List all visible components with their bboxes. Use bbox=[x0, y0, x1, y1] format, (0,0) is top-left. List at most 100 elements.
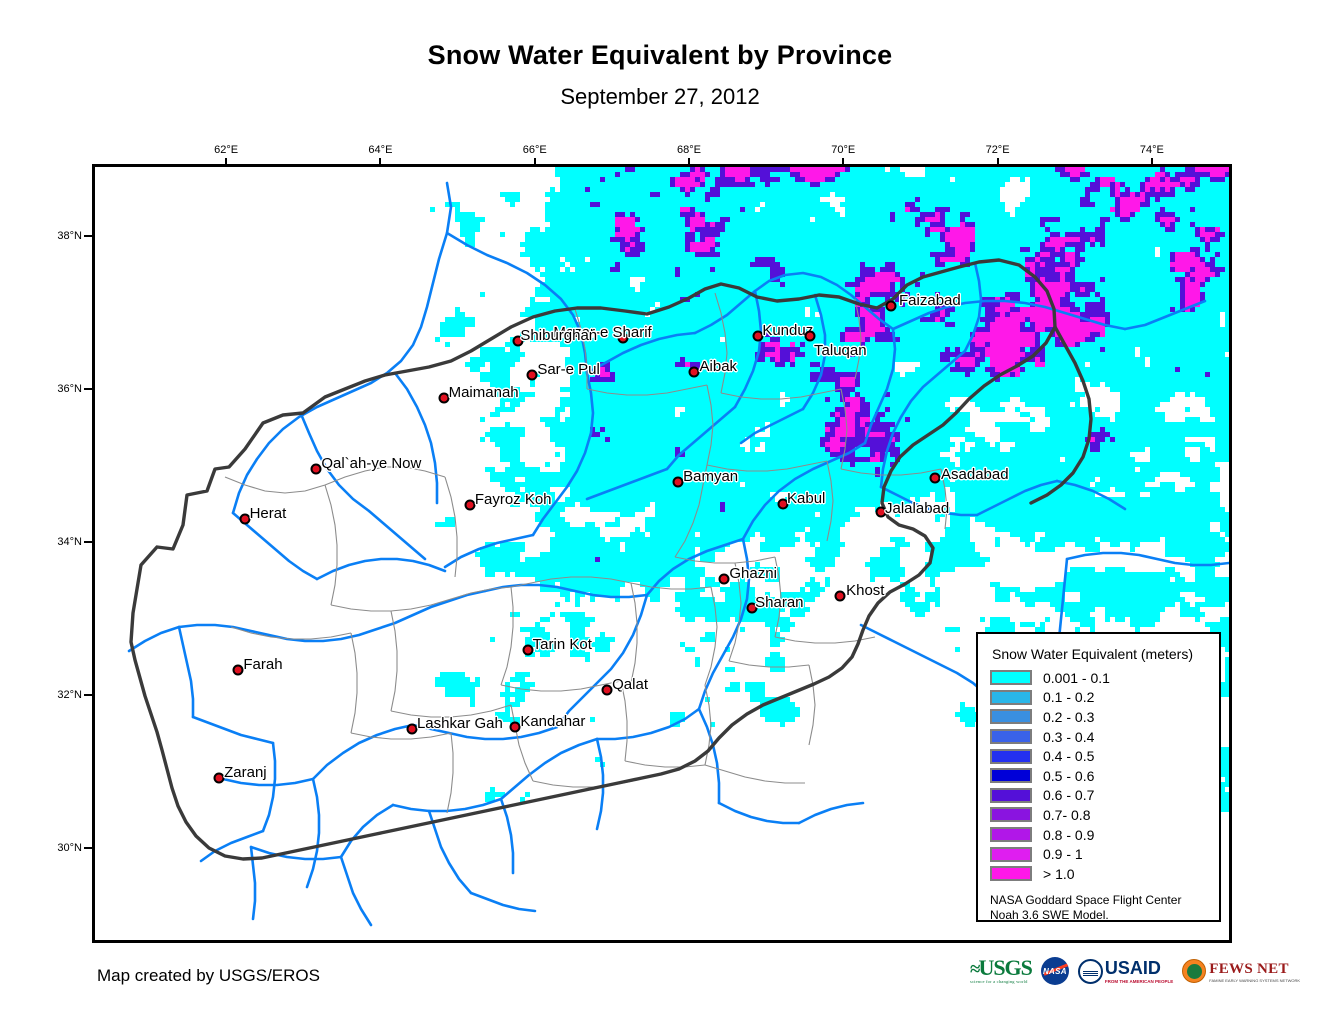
city-marker-qalat[interactable] bbox=[601, 684, 613, 696]
legend-box: Snow Water Equivalent (meters) 0.001 - 0… bbox=[976, 632, 1221, 922]
city-marker-fayroz-koh[interactable] bbox=[464, 499, 476, 511]
lat-label-38: 38°N bbox=[57, 229, 82, 242]
legend-swatch bbox=[990, 729, 1032, 745]
fews-net-logo: FEWS NET FAMINE EARLY WARNING SYSTEMS NE… bbox=[1182, 959, 1300, 983]
lon-tick-74 bbox=[1150, 158, 1153, 165]
legend-label: 0.9 - 1 bbox=[1043, 846, 1083, 863]
lon-tick-66 bbox=[533, 158, 536, 165]
fews-tagline: FAMINE EARLY WARNING SYSTEMS NETWORK bbox=[1209, 977, 1301, 983]
legend-label: 0.1 - 0.2 bbox=[1043, 689, 1095, 706]
legend-row: 0.3 - 0.4 bbox=[990, 727, 1209, 747]
page-subtitle: September 27, 2012 bbox=[560, 84, 760, 109]
legend-label: 0.001 - 0.1 bbox=[1043, 669, 1110, 686]
city-marker-shiburghan[interactable] bbox=[512, 335, 524, 347]
city-marker-qal-ah-ye-now[interactable] bbox=[310, 463, 322, 475]
legend-label: > 1.0 bbox=[1043, 865, 1075, 882]
lon-label-72: 72°E bbox=[985, 144, 1010, 156]
legend-label: 0.2 - 0.3 bbox=[1043, 708, 1095, 725]
nasa-logo: NASA bbox=[1040, 957, 1069, 985]
map-frame[interactable]: Faizabad Kunduz Taluqan Mazar-e Sharif Shibu… bbox=[92, 164, 1232, 943]
city-marker-kunduz[interactable] bbox=[752, 330, 764, 342]
legend-source-line1: NASA Goddard Space Flight Center bbox=[990, 892, 1182, 907]
city-marker-faizabad[interactable] bbox=[885, 300, 897, 312]
lat-tick-32 bbox=[84, 694, 92, 697]
legend-label: 0.3 - 0.4 bbox=[1043, 728, 1095, 745]
lon-label-70: 70°E bbox=[831, 144, 856, 156]
legend-label: 0.7- 0.8 bbox=[1043, 806, 1091, 823]
legend-title: Snow Water Equivalent (meters) bbox=[992, 646, 1193, 662]
page-title: Snow Water Equivalent by Province bbox=[427, 40, 893, 70]
usgs-wave-icon: ≈ bbox=[970, 959, 981, 981]
lon-tick-62 bbox=[225, 158, 228, 165]
snow-cells-high bbox=[600, 167, 1229, 462]
city-marker-taluqan[interactable] bbox=[804, 330, 816, 342]
lat-label-32: 32°N bbox=[57, 689, 82, 702]
lon-label-62: 62°E bbox=[214, 144, 239, 156]
lat-tick-38 bbox=[84, 234, 92, 237]
legend-label: 0.4 - 0.5 bbox=[1043, 748, 1095, 765]
legend-swatch bbox=[990, 866, 1032, 882]
legend-row: 0.5 - 0.6 bbox=[990, 766, 1209, 786]
lat-label-36: 36°N bbox=[57, 382, 82, 395]
legend-row: 0.8 - 0.9 bbox=[990, 825, 1209, 845]
city-marker-khost[interactable] bbox=[834, 590, 846, 602]
lon-label-64: 64°E bbox=[368, 144, 393, 156]
city-marker-jalalabad[interactable] bbox=[875, 506, 887, 518]
legend-swatch bbox=[990, 689, 1032, 705]
usaid-logo: USAID FROM THE AMERICAN PEOPLE bbox=[1077, 957, 1173, 984]
legend-row: 0.9 - 1 bbox=[990, 844, 1209, 864]
city-marker-farah[interactable] bbox=[232, 664, 244, 676]
city-marker-kabul[interactable] bbox=[777, 498, 789, 510]
legend-label: 0.5 - 0.6 bbox=[1043, 767, 1095, 784]
lon-label-66: 66°E bbox=[522, 144, 547, 156]
legend-row: 0.4 - 0.5 bbox=[990, 746, 1209, 766]
national-boundary bbox=[129, 258, 1093, 861]
city-marker-sar-e-pul[interactable] bbox=[526, 369, 538, 381]
city-marker-maimanah[interactable] bbox=[438, 392, 450, 404]
legend-swatch bbox=[990, 768, 1032, 784]
city-marker-sharan[interactable] bbox=[746, 602, 758, 614]
logo-strip: ≈USGS science for a changing world NASA … bbox=[970, 957, 1300, 985]
legend-row: 0.1 - 0.2 bbox=[990, 688, 1209, 708]
legend-row: > 1.0 bbox=[990, 864, 1209, 884]
city-marker-aibak[interactable] bbox=[688, 366, 700, 378]
legend-row: 0.001 - 0.1 bbox=[990, 668, 1209, 688]
city-marker-herat[interactable] bbox=[239, 513, 251, 525]
legend-row: 0.2 - 0.3 bbox=[990, 707, 1209, 727]
lon-label-74: 74°E bbox=[1139, 144, 1164, 156]
legend-source: NASA Goddard Space Flight Center Noah 3.… bbox=[990, 893, 1209, 925]
usaid-seal-icon bbox=[1077, 958, 1103, 984]
legend-label: 0.6 - 0.7 bbox=[1043, 787, 1095, 804]
city-marker-tarin-kot[interactable] bbox=[522, 644, 534, 656]
lon-label-68: 68°E bbox=[677, 144, 701, 156]
usgs-tagline: science for a changing world bbox=[970, 979, 1028, 985]
legend-swatch bbox=[990, 827, 1032, 843]
legend-row: 0.6 - 0.7 bbox=[990, 786, 1209, 806]
city-marker-bamyan[interactable] bbox=[672, 476, 684, 488]
city-marker-kandahar[interactable] bbox=[509, 721, 521, 733]
lat-label-30: 30°N bbox=[57, 842, 82, 855]
fews-wordmark: FEWS NET bbox=[1209, 960, 1289, 977]
legend-swatch bbox=[990, 807, 1032, 823]
lon-tick-64 bbox=[379, 158, 382, 165]
legend-source-line2: Noah 3.6 SWE Model. bbox=[990, 908, 1109, 923]
legend-swatch bbox=[990, 846, 1032, 862]
usaid-wordmark: USAID bbox=[1104, 957, 1161, 978]
legend-swatch bbox=[990, 709, 1032, 725]
lat-label-34: 34°N bbox=[57, 536, 82, 549]
map-credit: Map created by USGS/EROS bbox=[97, 966, 320, 985]
lat-tick-36 bbox=[84, 387, 92, 390]
legend-label: 0.8 - 0.9 bbox=[1043, 826, 1095, 843]
legend-swatch bbox=[990, 670, 1032, 686]
city-marker-asadabad[interactable] bbox=[929, 472, 941, 484]
city-marker-ghazni[interactable] bbox=[718, 573, 730, 585]
city-marker-lashkar-gah[interactable] bbox=[406, 723, 418, 735]
lat-tick-30 bbox=[84, 847, 92, 850]
legend-items: 0.001 - 0.1 0.1 - 0.2 0.2 - 0.3 0.3 - 0.4 0.… bbox=[990, 668, 1209, 884]
fews-globe-icon bbox=[1182, 959, 1207, 983]
city-marker-zaranj[interactable] bbox=[213, 772, 225, 784]
lon-tick-70 bbox=[842, 158, 845, 165]
legend-swatch bbox=[990, 787, 1032, 803]
city-marker-mazar-e-sharif[interactable] bbox=[617, 332, 629, 344]
